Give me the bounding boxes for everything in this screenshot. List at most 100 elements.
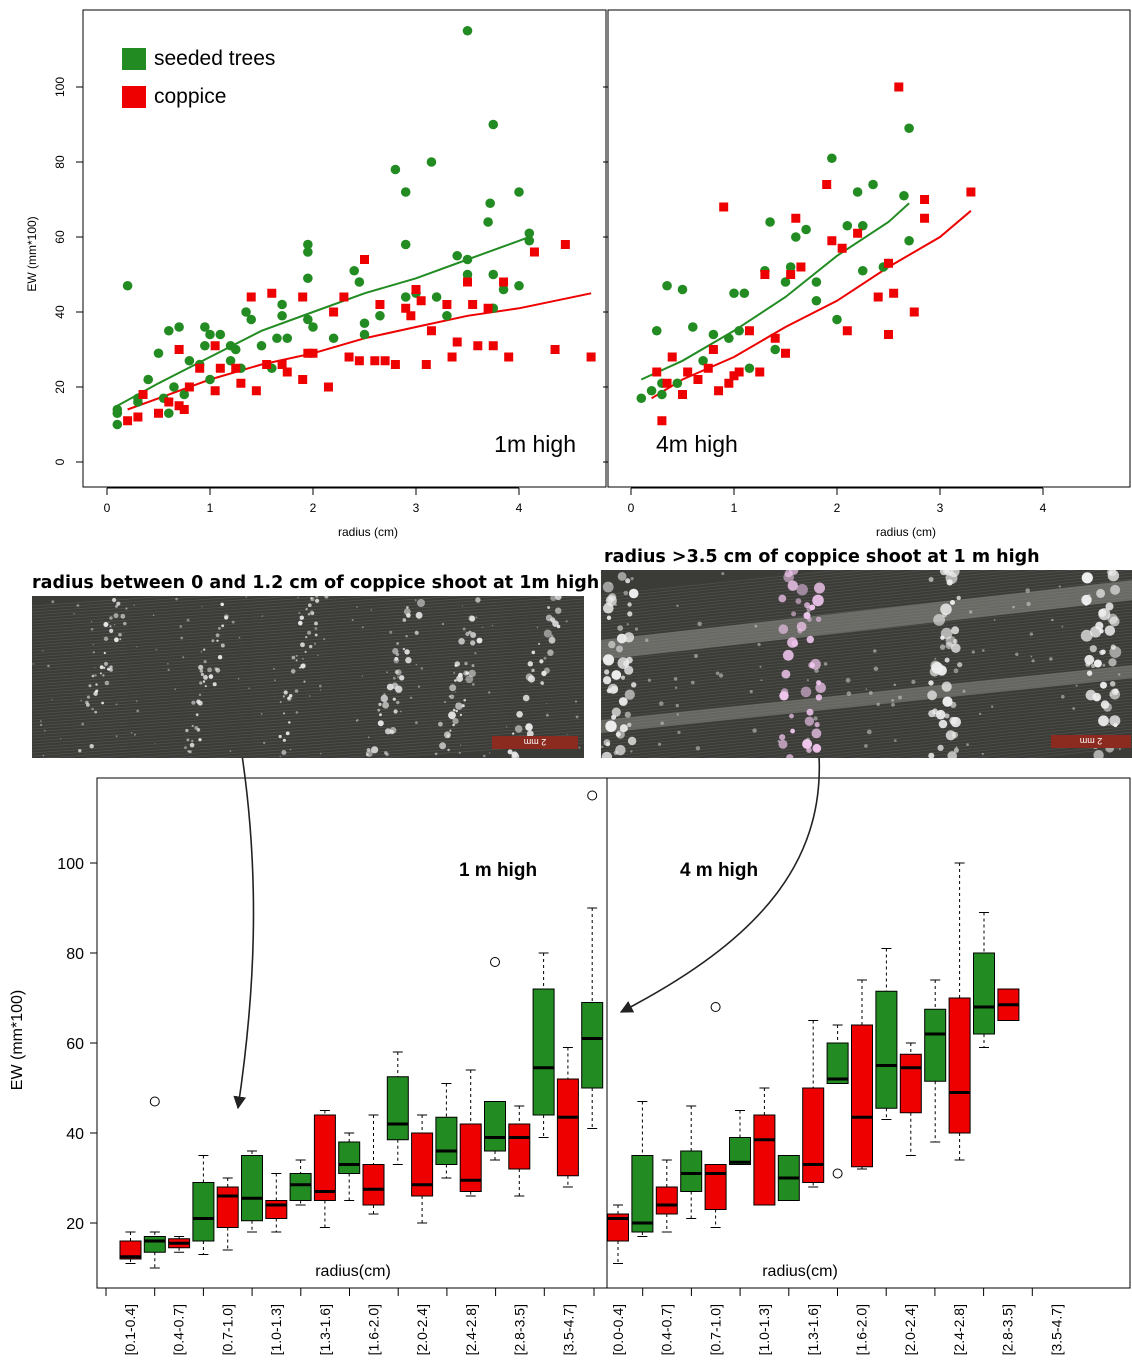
box-iqr <box>508 1123 531 1170</box>
scatter-point-seeded-1m <box>514 187 524 197</box>
box-iqr <box>631 1155 654 1233</box>
scatter-legend: seeded trees coppice <box>122 47 275 108</box>
scatter-point-coppice-1m <box>375 300 385 309</box>
scatter-point-coppice-4m <box>714 386 724 396</box>
box-1m-coppice-6 <box>265 1173 288 1233</box>
scatter-point-seeded-4m <box>677 284 688 295</box>
scatter-point-coppice-1m <box>504 352 514 362</box>
scatter-point-seeded-4m <box>657 389 667 400</box>
box-y-tick-label: 20 <box>66 1216 84 1233</box>
box-x-axis-label-4m: radius(cm) <box>762 1263 838 1280</box>
scatter-y-tick-label: 80 <box>53 155 67 169</box>
scatter-point-coppice-1m <box>164 397 174 407</box>
box-1m-seeded-11 <box>386 1051 409 1165</box>
box-1m-coppice-16 <box>508 1105 531 1197</box>
legend-swatch-seeded <box>122 48 146 70</box>
scatter-point-coppice-1m <box>406 311 416 321</box>
scatter-point-coppice-4m <box>755 367 765 377</box>
scatter-point-seeded-4m <box>724 333 734 344</box>
scatter-x-tick-label: 0 <box>104 501 111 515</box>
scatter-point-coppice-1m <box>267 288 277 298</box>
scatter-point-coppice-1m <box>442 300 452 309</box>
scatter-point-seeded-1m <box>442 310 452 321</box>
box-outlier <box>832 1168 843 1179</box>
scatter-point-seeded-4m <box>904 235 914 246</box>
box-iqr <box>338 1141 361 1174</box>
scatter-point-seeded-1m <box>303 273 313 284</box>
box-4m-coppice-6 <box>753 1087 776 1206</box>
scatter-point-coppice-4m <box>827 236 837 246</box>
box-panel-4m-frame <box>606 777 1131 1289</box>
scatter-point-coppice-4m <box>889 288 899 298</box>
scatter-point-seeded-4m <box>868 179 878 190</box>
box-1m-seeded-17 <box>532 952 555 1138</box>
scatter-point-coppice-1m <box>529 247 539 257</box>
scatter-point-seeded-1m <box>349 265 360 276</box>
scatter-x-axis-label-4m: radius (cm) <box>876 525 936 539</box>
scatter-point-coppice-4m <box>744 326 754 336</box>
scatter-point-coppice-4m <box>708 345 718 354</box>
scatter-point-coppice-1m <box>473 341 483 351</box>
scatter-point-coppice-1m <box>277 360 287 369</box>
scatter-point-coppice-1m <box>499 277 509 287</box>
scatter-x-tick-label: 0 <box>628 501 635 515</box>
scatter-point-seeded-1m <box>498 284 509 295</box>
scatter-point-seeded-1m <box>225 355 236 366</box>
scatter-point-coppice-4m <box>734 367 744 377</box>
scatter-point-coppice-4m <box>724 378 734 388</box>
box-category-label-1m: [0.4-0.7] <box>171 1304 187 1355</box>
trend-line-seeded-1m <box>116 236 530 407</box>
scatter-panel-label-1m: 1m high <box>494 431 576 457</box>
scatter-point-seeded-4m <box>811 277 822 287</box>
legend-label-coppice: coppice <box>154 85 226 108</box>
box-1m-coppice-14 <box>459 1069 482 1197</box>
box-category-label-4m: [2.8-3.5] <box>1000 1304 1016 1355</box>
scatter-point-coppice-4m <box>662 378 672 388</box>
box-iqr <box>924 1008 947 1082</box>
box-category-label-1m: [1.0-1.3] <box>268 1304 284 1355</box>
scatter-point-coppice-4m <box>853 228 863 238</box>
scatter-point-coppice-4m <box>884 258 893 268</box>
scatter-point-coppice-1m <box>184 382 194 392</box>
scatter-x-tick-label: 1 <box>731 501 738 515</box>
scatter-point-coppice-4m <box>837 243 847 253</box>
scatter-x-tick-label: 2 <box>310 501 317 515</box>
scatter-point-seeded-1m <box>164 408 174 419</box>
scatter-point-coppice-4m <box>703 363 713 373</box>
scatter-point-seeded-4m <box>770 344 780 355</box>
box-iqr <box>119 1240 142 1260</box>
box-iqr <box>265 1200 288 1219</box>
box-1m-seeded-7 <box>289 1159 312 1206</box>
scatter-point-seeded-1m <box>303 314 313 325</box>
scatter-point-coppice-4m <box>678 390 687 399</box>
scatter-point-seeded-4m <box>811 295 822 306</box>
scatter-point-coppice-4m <box>842 326 852 336</box>
scatter-trend-lines <box>116 202 972 411</box>
box-category-label-1m: [3.5-4.7] <box>560 1304 576 1355</box>
scatter-point-seeded-4m <box>651 325 662 336</box>
scatter-point-seeded-1m <box>272 333 282 344</box>
box-1m-coppice-2 <box>168 1236 191 1253</box>
box-iqr <box>875 990 898 1109</box>
scatter-x-tick-label: 4 <box>1040 501 1047 515</box>
box-iqr <box>704 1164 727 1210</box>
box-4m-seeded-15 <box>973 912 995 1048</box>
scatter-point-coppice-1m <box>468 300 478 309</box>
scatter-point-coppice-4m <box>822 180 832 189</box>
scatter-x-tick-label: 3 <box>937 501 944 515</box>
box-panel-label-4m: 4 m high <box>680 860 758 881</box>
micrograph-right: 2 mm <box>601 570 1132 758</box>
scatter-point-coppice-4m <box>683 367 693 377</box>
scatter-point-coppice-1m <box>303 348 313 358</box>
box-iqr <box>386 1076 409 1141</box>
box-panel-1m-frame <box>96 777 608 1289</box>
micrograph-caption-right: radius >3.5 cm of coppice shoot at 1 m h… <box>604 547 1040 567</box>
scatter-point-coppice-1m <box>550 345 560 354</box>
box-4m-coppice-0 <box>607 1204 629 1264</box>
scatter-point-coppice-1m <box>452 337 462 347</box>
scatter-point-seeded-1m <box>174 322 184 332</box>
box-iqr <box>899 1053 922 1114</box>
box-1m-seeded-19 <box>581 790 604 1129</box>
scatter-point-seeded-1m <box>328 333 339 344</box>
